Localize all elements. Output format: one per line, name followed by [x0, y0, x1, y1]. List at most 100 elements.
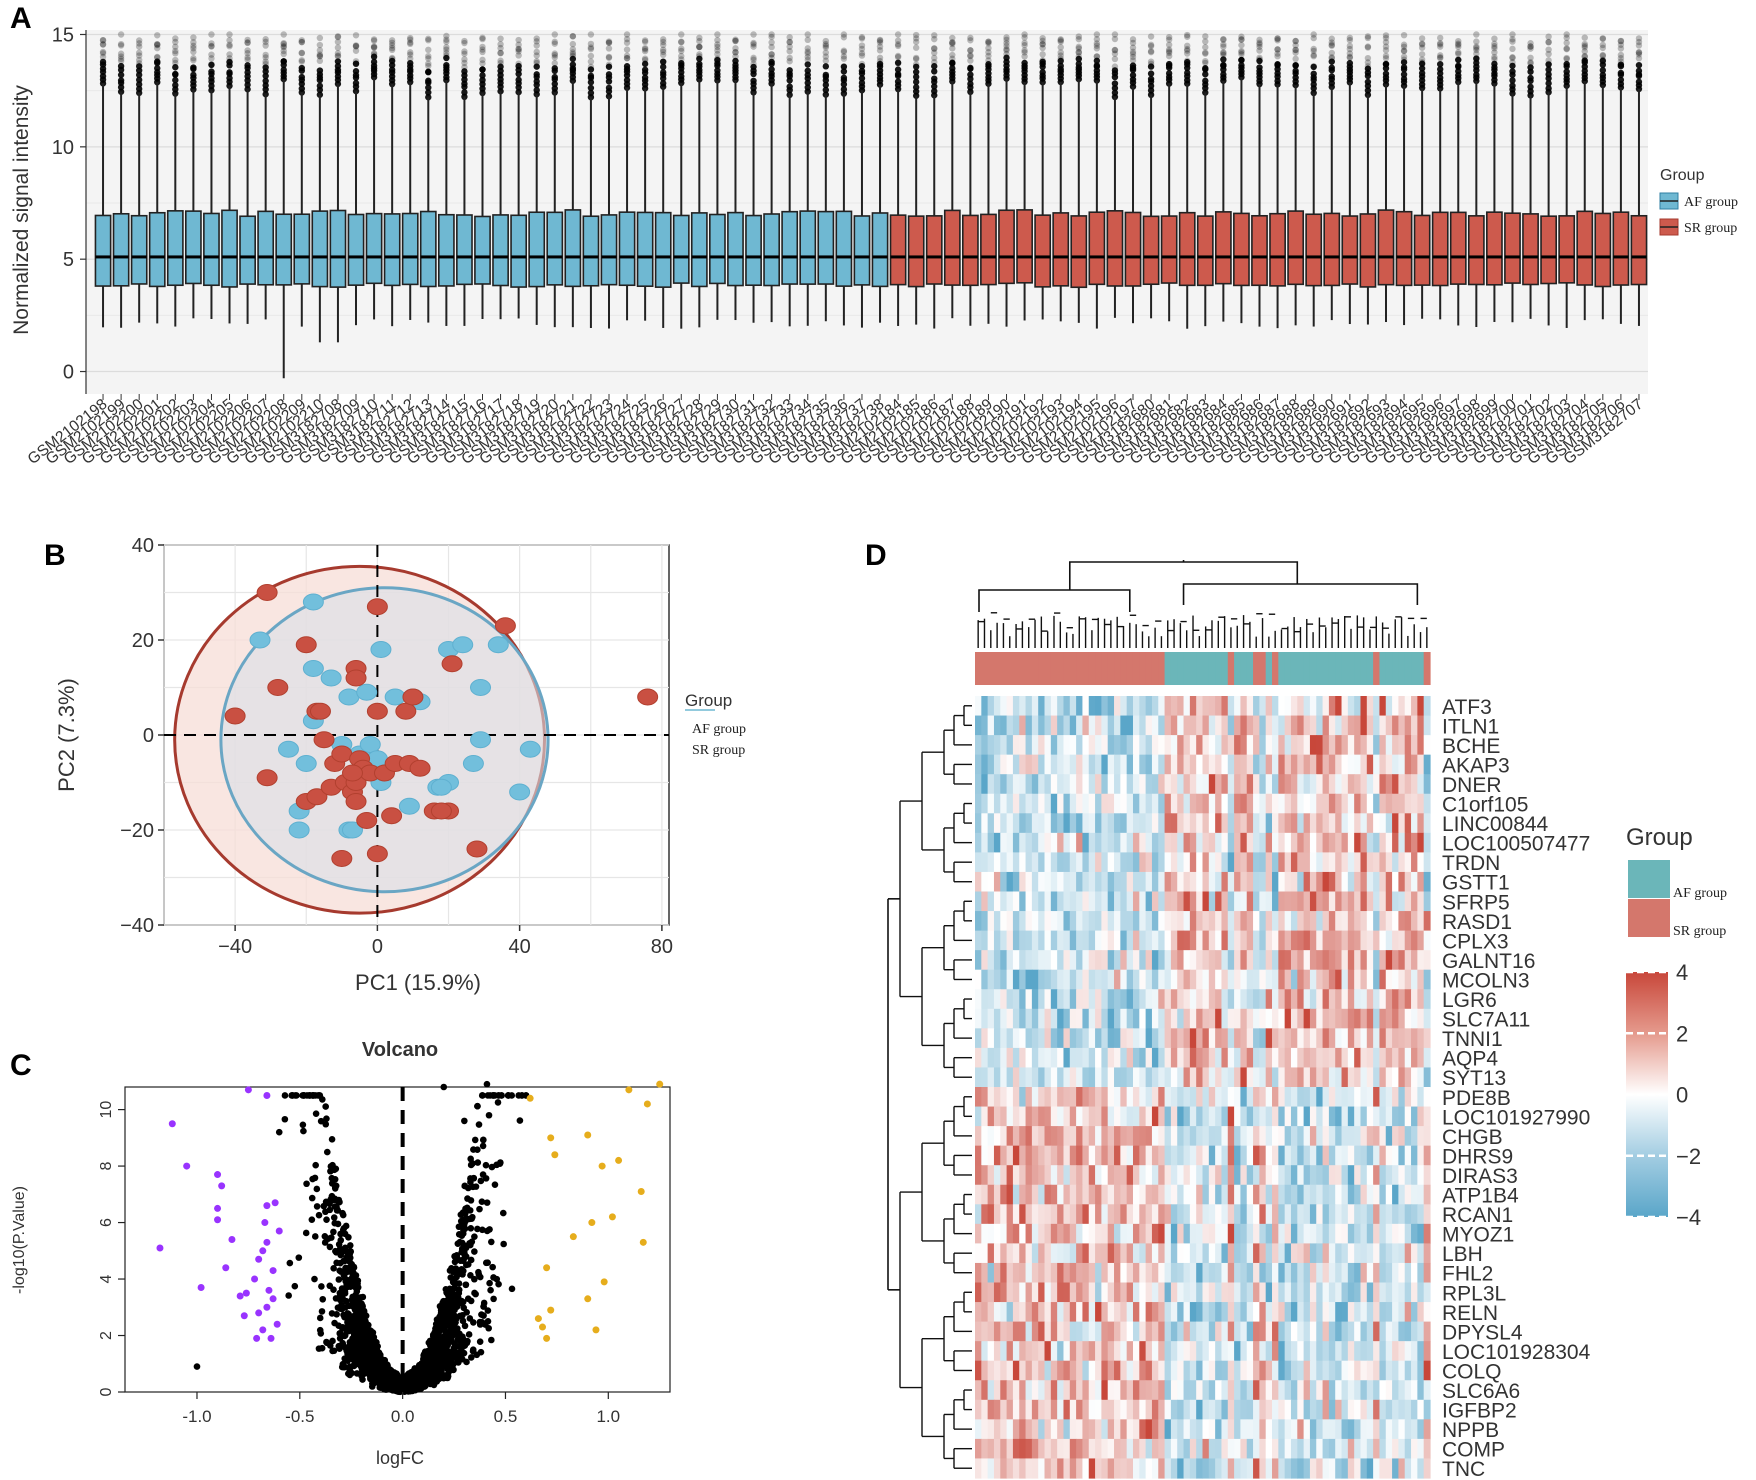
panel-b-sr-point [313, 731, 335, 749]
panel-c-point [319, 1295, 327, 1303]
panel-a-outlier [1111, 89, 1119, 97]
panel-c-point [319, 1096, 326, 1103]
panel-c-point [295, 1254, 303, 1261]
panel-a-box-GSM2102188 [961, 34, 979, 326]
panel-b-sr-point [395, 702, 417, 720]
panel-c-point [472, 1183, 480, 1190]
panel-a-outlier [822, 57, 830, 64]
panel-a-outlier [190, 71, 197, 79]
panel-a-outlier [1111, 63, 1119, 70]
panel-a-outlier [587, 31, 595, 38]
panel-c-up-point [569, 1233, 577, 1241]
panel-a-outlier [1346, 42, 1354, 50]
panel-a-box-body [1431, 211, 1449, 287]
panel-d-anno-cell [1120, 652, 1128, 685]
panel-a-box-body [329, 209, 347, 288]
panel-a-outlier [1418, 51, 1426, 58]
panel-a-outlier [985, 61, 992, 68]
panel-a-box-body [1305, 213, 1323, 287]
panel-a-box-body [1413, 214, 1431, 286]
panel-a-box-GSM2102205 [221, 31, 238, 324]
panel-a-outlier [1418, 41, 1426, 48]
panel-a-outlier [1599, 67, 1607, 74]
panel-a-outlier [985, 40, 992, 47]
panel-a-outlier [605, 38, 613, 45]
panel-a-outlier [443, 46, 450, 53]
panel-a-outlier [1129, 72, 1137, 79]
panel-a-outlier [208, 61, 215, 69]
panel-a-outlier [479, 35, 486, 43]
panel-c-point [340, 1271, 348, 1279]
panel-a-outlier [1328, 35, 1335, 42]
panel-a-box-GSM3182708 [329, 33, 347, 343]
panel-c-point [491, 1181, 499, 1188]
panel-b-y-tick-label: −20 [120, 820, 154, 842]
panel-a-outlier [1256, 64, 1263, 71]
panel-a-box-GSM3182724 [618, 31, 636, 321]
panel-a-outlier [786, 47, 793, 55]
panel-a-outlier [967, 80, 974, 88]
panel-a-outlier [1292, 55, 1299, 63]
panel-c-letter: C [10, 1049, 32, 1082]
panel-c-y-label: -log10(P.Value) [11, 1186, 28, 1294]
panel-a-outlier [1057, 52, 1064, 59]
panel-a-legend-sr-label: SR group [1684, 221, 1737, 236]
panel-d-anno-cell [1183, 652, 1191, 685]
panel-a-outlier [967, 52, 974, 59]
panel-a-outlier [262, 54, 269, 61]
panel-c-point [343, 1283, 350, 1291]
panel-a-outlier [1599, 35, 1607, 43]
panel-d-anno-cell [981, 652, 989, 685]
panel-a-outlier [1382, 52, 1390, 60]
panel-c-point [299, 1121, 307, 1129]
panel-a-outlier [117, 40, 125, 48]
panel-a-outlier [1202, 44, 1209, 51]
panel-a-box-body [1558, 215, 1576, 284]
panel-c-point [381, 1364, 389, 1372]
panel-a-outlier [1256, 36, 1263, 44]
panel-a-outlier [208, 40, 215, 47]
panel-c-point [489, 1263, 496, 1271]
panel-c-point [312, 1110, 320, 1117]
panel-d-anno-cell [1177, 652, 1185, 685]
panel-a-outlier [1184, 50, 1191, 57]
panel-a-outlier [822, 44, 830, 51]
panel-c-point [486, 1279, 493, 1287]
panel-c-point [322, 1208, 329, 1216]
panel-c-point [456, 1238, 464, 1246]
panel-a-outlier [1039, 40, 1046, 48]
panel-c-point [440, 1297, 447, 1305]
panel-c-point [427, 1362, 435, 1369]
panel-a-outlier [641, 74, 649, 81]
panel-d-anno-cell [1354, 652, 1362, 685]
panel-a-outlier [587, 40, 595, 48]
panel-a-box-GSM3182718 [510, 36, 528, 319]
panel-a-outlier [298, 57, 306, 64]
panel-c-point [320, 1202, 328, 1210]
panel-a-outlier [858, 75, 866, 82]
panel-a-outlier [659, 59, 667, 66]
panel-a-outlier [1003, 50, 1010, 58]
panel-b-legend-sr: SR group [692, 743, 745, 758]
panel-a-outlier [533, 78, 540, 85]
panel-a-outlier [334, 58, 342, 65]
panel-a-outlier [497, 35, 504, 42]
panel-c-point [454, 1336, 462, 1343]
panel-a-outlier [768, 39, 775, 46]
panel-a-outlier [1473, 38, 1480, 45]
panel-a-outlier [659, 63, 667, 71]
panel-c-point [444, 1336, 452, 1343]
panel-a-outlier [1165, 41, 1173, 48]
panel-a-outlier [533, 35, 540, 42]
panel-c-point [303, 1180, 310, 1188]
panel-a-outlier [949, 51, 956, 59]
panel-a-box-body [112, 212, 130, 287]
panel-d-anno-cell [1189, 652, 1197, 685]
panel-a-box-GSM2102196 [1106, 31, 1124, 318]
panel-a-outlier [623, 46, 631, 53]
panel-a-outlier [786, 43, 793, 50]
panel-a-outlier [1147, 70, 1155, 77]
panel-a-outlier [515, 45, 522, 53]
panel-a-outlier [714, 41, 721, 48]
panel-d-anno-cell [1063, 652, 1071, 685]
